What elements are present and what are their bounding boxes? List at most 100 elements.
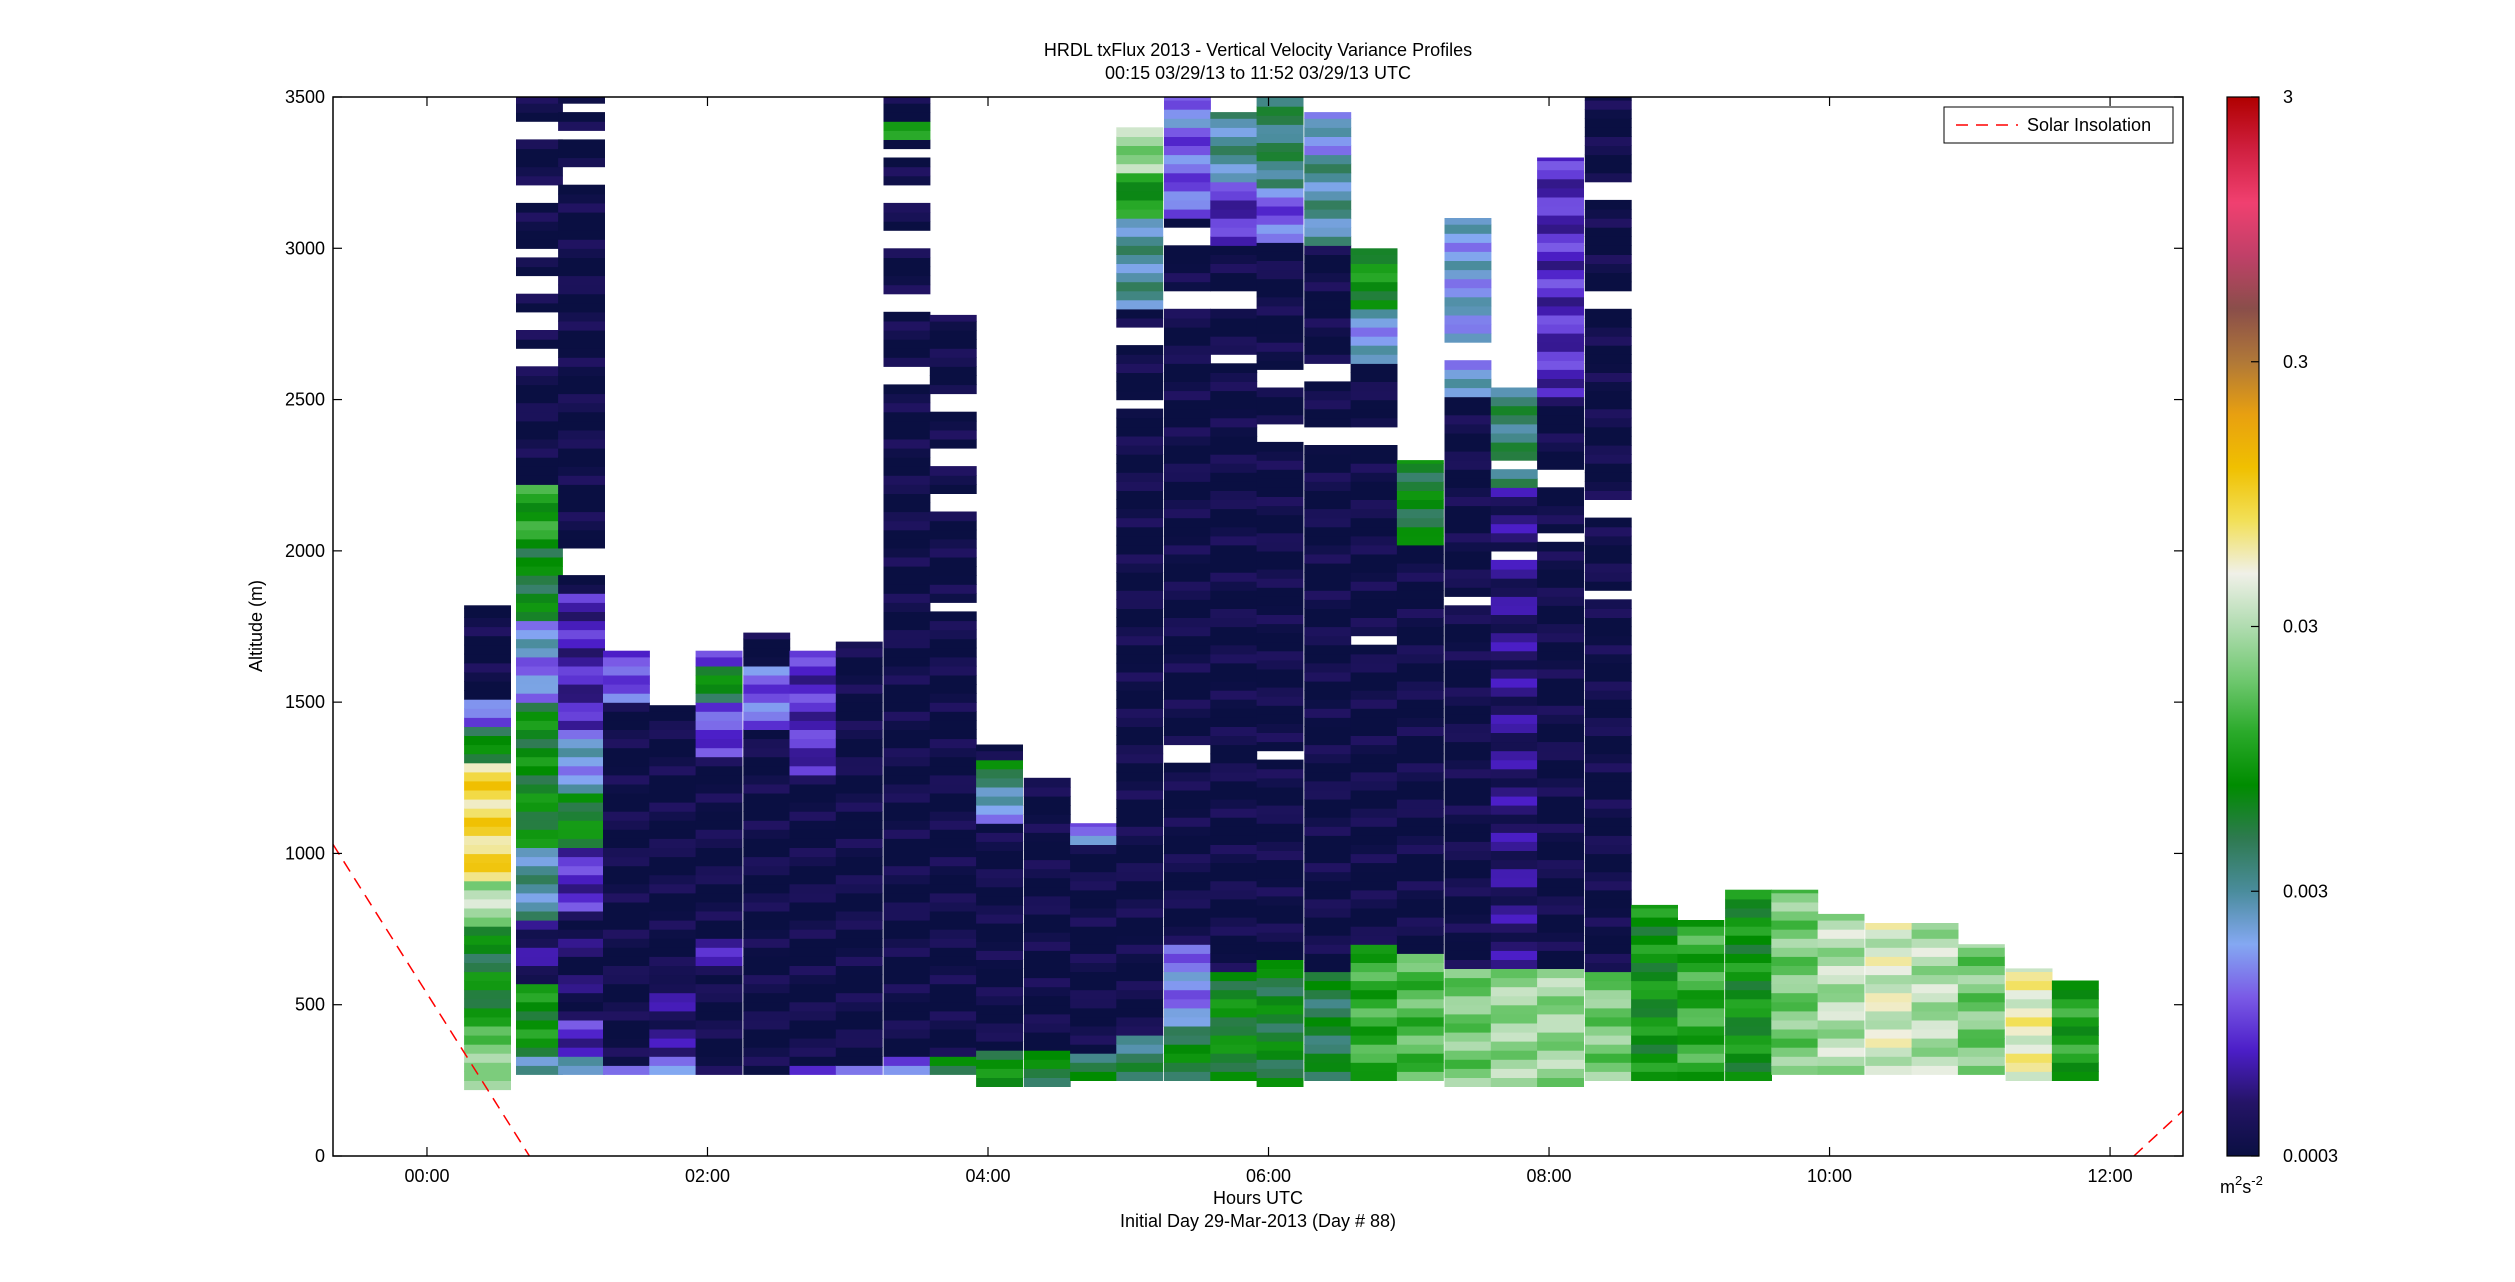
heatmap-cell xyxy=(1444,260,1492,271)
heatmap-cell xyxy=(1631,953,1678,963)
heatmap-cell xyxy=(1537,668,1584,679)
heatmap-cell xyxy=(558,257,605,268)
heatmap-cell xyxy=(1304,998,1352,1009)
heatmap-cell xyxy=(1023,1050,1071,1060)
heatmap-cell xyxy=(1210,163,1258,174)
heatmap-cell xyxy=(1444,387,1492,398)
heatmap-cell xyxy=(516,475,563,485)
heatmap-cell xyxy=(1116,717,1164,727)
heatmap-cell xyxy=(1304,136,1352,146)
heatmap-cell xyxy=(835,1019,883,1030)
heatmap-cell xyxy=(1444,841,1492,851)
heatmap-cell xyxy=(1210,880,1258,891)
heatmap-cell xyxy=(1584,553,1632,564)
heatmap-cell xyxy=(1304,327,1352,337)
heatmap-cell xyxy=(516,1065,563,1075)
heatmap-cell xyxy=(1210,526,1258,537)
heatmap-cell xyxy=(516,230,563,240)
heatmap-cell xyxy=(1023,868,1071,879)
heatmap-cell xyxy=(1490,587,1538,597)
heatmap-cell xyxy=(1116,917,1164,927)
heatmap-cell xyxy=(649,738,697,749)
heatmap-cell xyxy=(1631,971,1678,982)
heatmap-cell xyxy=(929,1001,977,1012)
heatmap-cell xyxy=(1164,998,1211,1009)
heatmap-cell xyxy=(649,729,697,740)
heatmap-cell xyxy=(1584,581,1632,591)
heatmap-cell xyxy=(1164,390,1211,401)
heatmap-cell xyxy=(649,765,697,776)
heatmap-cell xyxy=(1444,414,1492,425)
plot-frame xyxy=(332,96,2184,1157)
heatmap-cell xyxy=(1444,269,1492,280)
heatmap-cell xyxy=(1304,490,1352,500)
heatmap-cell xyxy=(1537,157,1584,162)
heatmap-cell xyxy=(1304,617,1352,628)
heatmap-cell xyxy=(1444,1068,1492,1078)
heatmap-cell xyxy=(929,865,977,876)
heatmap-cell xyxy=(1396,726,1444,736)
heatmap-cell xyxy=(558,266,605,277)
heatmap-cell xyxy=(835,1047,883,1057)
heatmap-cell xyxy=(1116,898,1164,909)
heatmap-cell xyxy=(516,157,563,168)
heatmap-cell xyxy=(516,702,563,712)
heatmap-cell xyxy=(1537,1013,1584,1024)
heatmap-cell xyxy=(883,892,931,903)
heatmap-cell xyxy=(558,520,605,531)
heatmap-cell xyxy=(516,330,563,340)
heatmap-cell xyxy=(929,892,977,903)
heatmap-cell xyxy=(1210,671,1258,682)
heatmap-cell xyxy=(603,1047,650,1057)
profile-column xyxy=(1911,923,1959,1075)
heatmap-cell xyxy=(464,980,511,991)
heatmap-cell xyxy=(1350,544,1398,555)
heatmap-cell xyxy=(1116,1062,1164,1072)
heatmap-cell xyxy=(789,856,837,867)
heatmap-cell xyxy=(1210,381,1258,392)
heatmap-cell xyxy=(1116,835,1164,845)
heatmap-cell xyxy=(464,744,511,755)
heatmap-cell xyxy=(835,974,883,985)
heatmap-cell xyxy=(1490,1077,1538,1087)
heatmap-cell xyxy=(1537,677,1584,688)
heatmap-cell xyxy=(558,239,605,249)
heatmap-cell xyxy=(1116,426,1164,437)
heatmap-cell xyxy=(1210,907,1258,918)
heatmap-cell xyxy=(1256,923,1304,933)
heatmap-cell xyxy=(1350,608,1398,618)
heatmap-cell xyxy=(1304,526,1352,537)
heatmap-cell xyxy=(558,702,605,712)
x-tick-label: 10:00 xyxy=(1807,1166,1852,1186)
profile-column xyxy=(1396,460,1444,1081)
heatmap-cell xyxy=(1350,980,1398,991)
heatmap-cell xyxy=(1256,224,1304,234)
heatmap-cell xyxy=(976,923,1023,933)
heatmap-cell xyxy=(2051,1062,2099,1072)
heatmap-cell xyxy=(1350,862,1398,873)
heatmap-cell xyxy=(929,375,977,386)
heatmap-cell xyxy=(464,880,511,891)
heatmap-cell xyxy=(1677,920,1725,927)
heatmap-cell xyxy=(516,239,563,249)
heatmap-cell xyxy=(1911,1038,1959,1048)
heatmap-cell xyxy=(558,792,605,803)
heatmap-cell xyxy=(558,1047,605,1057)
heatmap-cell xyxy=(516,502,563,513)
heatmap-cell xyxy=(516,910,563,921)
heatmap-cell xyxy=(649,1010,697,1021)
x-axis-sublabel: Initial Day 29-Mar-2013 (Day # 88) xyxy=(1120,1211,1396,1231)
heatmap-cell xyxy=(1023,1068,1071,1078)
heatmap-cell xyxy=(516,538,563,549)
heatmap-cell xyxy=(516,647,563,658)
heatmap-cell xyxy=(1490,578,1538,588)
heatmap-cell xyxy=(976,950,1023,960)
heatmap-cell xyxy=(835,1028,883,1039)
heatmap-cell xyxy=(883,493,931,504)
heatmap-cell xyxy=(1396,635,1444,646)
heatmap-cell xyxy=(1490,986,1538,997)
heatmap-cell xyxy=(1210,635,1258,646)
heatmap-cell xyxy=(1396,989,1444,1000)
heatmap-cell xyxy=(929,420,977,431)
heatmap-cell xyxy=(1256,913,1304,924)
